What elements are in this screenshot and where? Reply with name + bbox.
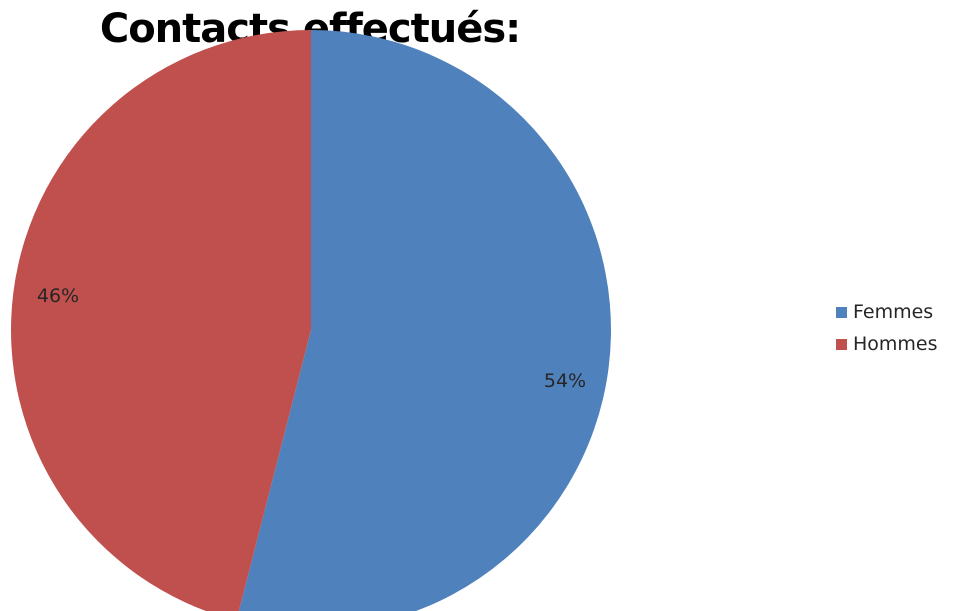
- pie-slice-hommes: [11, 30, 311, 611]
- data-label-femmes: 54%: [544, 370, 586, 392]
- pie-data-labels: 54% 46%: [37, 285, 586, 392]
- legend-swatch-hommes: [836, 338, 847, 350]
- pie-slices: [11, 30, 611, 611]
- legend-swatch-femmes: [836, 306, 847, 318]
- pie-slice-femmes: [238, 30, 611, 611]
- data-label-hommes: 46%: [37, 285, 79, 307]
- legend-item-hommes: Hommes: [836, 328, 938, 360]
- legend-label-femmes: Femmes: [853, 301, 934, 323]
- legend-label-hommes: Hommes: [853, 333, 938, 355]
- legend: Femmes Hommes: [836, 296, 938, 360]
- legend-item-femmes: Femmes: [836, 296, 938, 328]
